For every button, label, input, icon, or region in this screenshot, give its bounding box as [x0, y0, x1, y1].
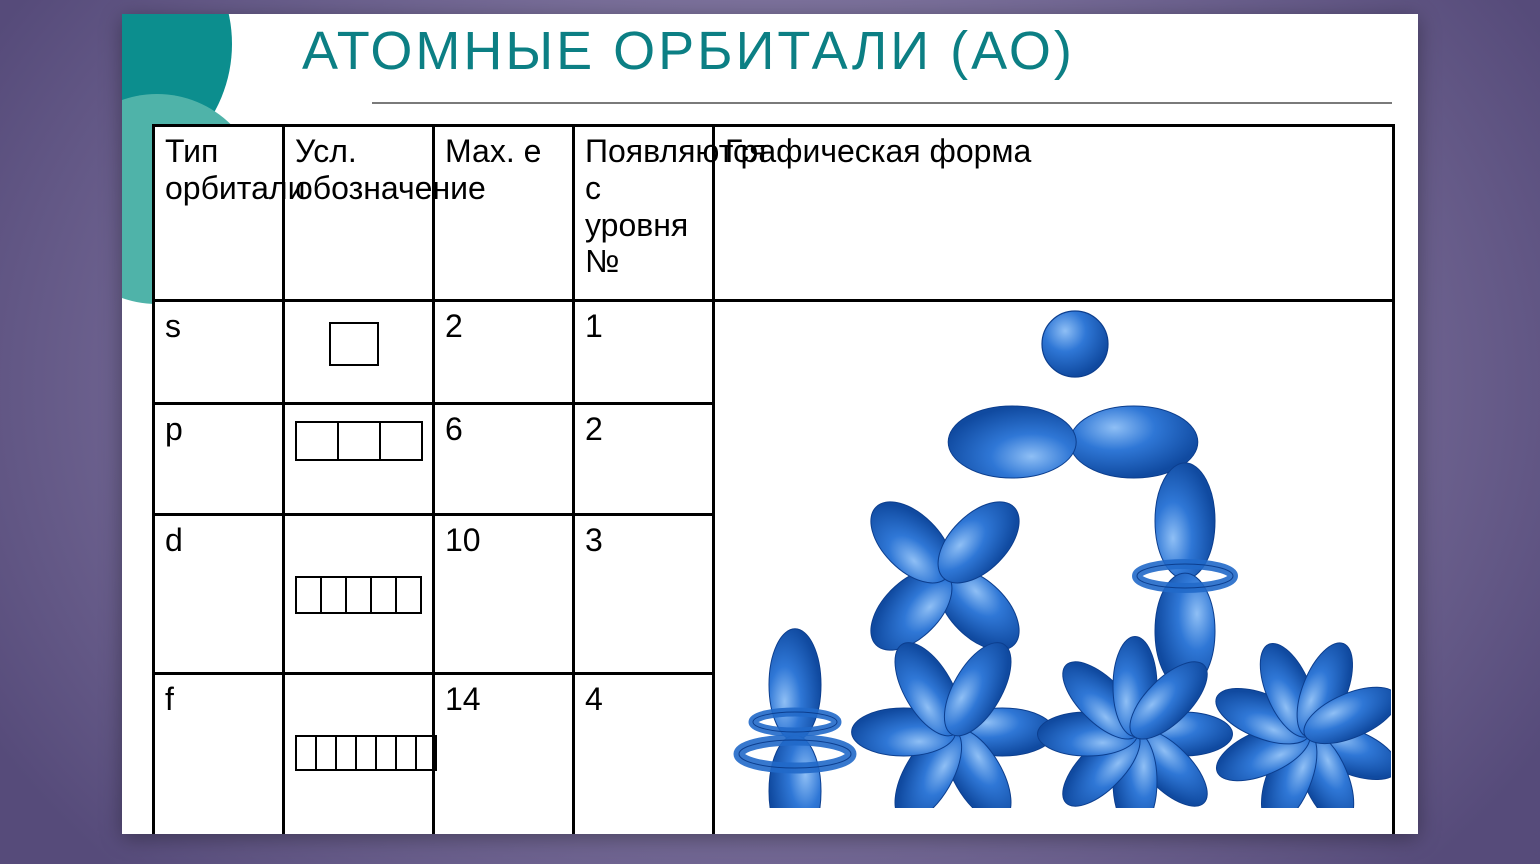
cell-type: s — [154, 301, 284, 404]
col-header-graphic: Графическая форма — [714, 126, 1394, 301]
orbitals-table: Тип орбитали Усл. обозначение Мах. е Поя… — [152, 124, 1395, 834]
cell-type: d — [154, 515, 284, 674]
electron-box-icon — [295, 576, 422, 614]
orbital-graphic-canvas — [715, 302, 1392, 834]
col-header-level: Появляются с уровня № — [574, 126, 714, 301]
col-header-max-e: Мах. е — [434, 126, 574, 301]
cell-notation — [284, 674, 434, 835]
cell-max-e: 14 — [434, 674, 574, 835]
cell-level: 3 — [574, 515, 714, 674]
title-underline — [372, 102, 1392, 104]
cell-graphic-merged — [714, 301, 1394, 835]
cell-level: 2 — [574, 404, 714, 515]
cell-max-e: 10 — [434, 515, 574, 674]
cell-type: f — [154, 674, 284, 835]
page-title: АТОМНЫЕ ОРБИТАЛИ (АО) — [302, 20, 1075, 82]
cell-level: 1 — [574, 301, 714, 404]
cell-level: 4 — [574, 674, 714, 835]
cell-notation — [284, 301, 434, 404]
electron-box-icon — [329, 322, 379, 366]
cell-max-e: 2 — [434, 301, 574, 404]
electron-box-icon — [295, 421, 423, 461]
cell-type: p — [154, 404, 284, 515]
col-header-notation: Усл. обозначение — [284, 126, 434, 301]
col-header-type: Тип орбитали — [154, 126, 284, 301]
cell-notation — [284, 515, 434, 674]
slide: АТОМНЫЕ ОРБИТАЛИ (АО) Тип орбитали Усл. … — [122, 14, 1418, 834]
cell-max-e: 6 — [434, 404, 574, 515]
table-row: s 2 1 — [154, 301, 1394, 404]
table-header-row: Тип орбитали Усл. обозначение Мах. е Поя… — [154, 126, 1394, 301]
electron-box-icon — [295, 735, 437, 771]
backdrop: АТОМНЫЕ ОРБИТАЛИ (АО) Тип орбитали Усл. … — [0, 0, 1540, 864]
cell-notation — [284, 404, 434, 515]
